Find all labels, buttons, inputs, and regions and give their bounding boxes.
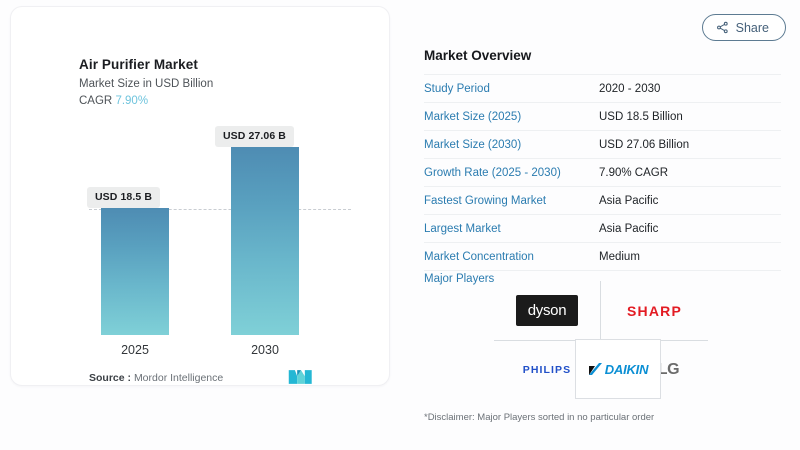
overview-title: Market Overview bbox=[424, 48, 532, 63]
bar-label-2025: USD 18.5 B bbox=[87, 187, 161, 208]
bar-2025[interactable] bbox=[101, 208, 169, 335]
table-row: Growth Rate (2025 - 2030) 7.90% CAGR bbox=[424, 159, 781, 187]
row-value: Asia Pacific bbox=[599, 222, 659, 235]
bar-label-2030: USD 27.06 B bbox=[215, 126, 294, 147]
bar-chart-plot: USD 18.5 B USD 27.06 B 2025 2030 bbox=[79, 117, 351, 357]
row-label: Market Size (2025) bbox=[424, 110, 522, 123]
row-label: Market Size (2030) bbox=[424, 138, 522, 151]
daikin-mark-icon bbox=[588, 362, 602, 375]
table-row: Fastest Growing Market Asia Pacific bbox=[424, 187, 781, 215]
table-row: Study Period 2020 - 2030 bbox=[424, 74, 781, 103]
row-label: Market Concentration bbox=[424, 250, 534, 263]
reference-dashed-line bbox=[89, 209, 351, 210]
x-tick-2025: 2025 bbox=[121, 343, 149, 357]
bar-2030[interactable] bbox=[231, 147, 299, 335]
table-row: Largest Market Asia Pacific bbox=[424, 215, 781, 243]
table-row: Market Concentration Medium bbox=[424, 243, 781, 271]
share-nodes-icon bbox=[716, 21, 728, 34]
source-label: Source : bbox=[89, 372, 132, 384]
major-players-label: Major Players bbox=[424, 273, 495, 285]
x-tick-2030: 2030 bbox=[251, 343, 279, 357]
lg-logo-text: LG bbox=[657, 361, 680, 378]
source-name: Mordor Intelligence bbox=[133, 372, 224, 384]
daikin-logo: DAIKIN bbox=[604, 361, 649, 377]
player-cell-philips: PHILIPS bbox=[494, 341, 600, 399]
share-button-label: Share bbox=[735, 20, 769, 35]
row-value: Asia Pacific bbox=[599, 194, 659, 207]
player-cell-dyson: dyson bbox=[494, 281, 600, 340]
mordor-intelligence-logo bbox=[288, 370, 312, 384]
dyson-logo: dyson bbox=[515, 295, 579, 326]
row-label: Growth Rate (2025 - 2030) bbox=[424, 166, 561, 179]
row-label: Fastest Growing Market bbox=[424, 194, 547, 207]
table-row: Market Size (2030) USD 27.06 Billion bbox=[424, 131, 781, 159]
overview-table: Study Period 2020 - 2030 Market Size (20… bbox=[424, 74, 781, 271]
cagr-label: CAGR bbox=[79, 95, 113, 107]
row-value: 7.90% CAGR bbox=[599, 166, 669, 179]
chart-card: Air Purifier Market Market Size in USD B… bbox=[10, 6, 390, 386]
table-row: Market Size (2025) USD 18.5 Billion bbox=[424, 103, 781, 131]
player-cell-sharp: SHARP bbox=[601, 281, 708, 340]
row-value: Medium bbox=[599, 250, 640, 263]
row-label: Largest Market bbox=[424, 222, 501, 235]
philips-logo: PHILIPS bbox=[522, 364, 572, 376]
row-value: USD 27.06 Billion bbox=[599, 138, 690, 151]
sharp-logo: SHARP bbox=[626, 302, 682, 319]
share-button[interactable]: Share bbox=[701, 14, 786, 41]
row-value: USD 18.5 Billion bbox=[599, 110, 683, 123]
cagr-value: 7.90% bbox=[115, 95, 149, 107]
chart-cagr: CAGR 7.90% bbox=[79, 95, 148, 107]
player-cell-daikin: DAIKIN bbox=[575, 339, 661, 399]
disclaimer-text: *Disclaimer: Major Players sorted in no … bbox=[424, 412, 655, 423]
source-line: Source : Mordor Intelligence bbox=[89, 372, 223, 384]
row-label: Study Period bbox=[424, 82, 490, 95]
chart-subtitle: Market Size in USD Billion bbox=[79, 78, 214, 90]
chart-title: Air Purifier Market bbox=[79, 57, 198, 72]
row-value: 2020 - 2030 bbox=[599, 82, 661, 95]
